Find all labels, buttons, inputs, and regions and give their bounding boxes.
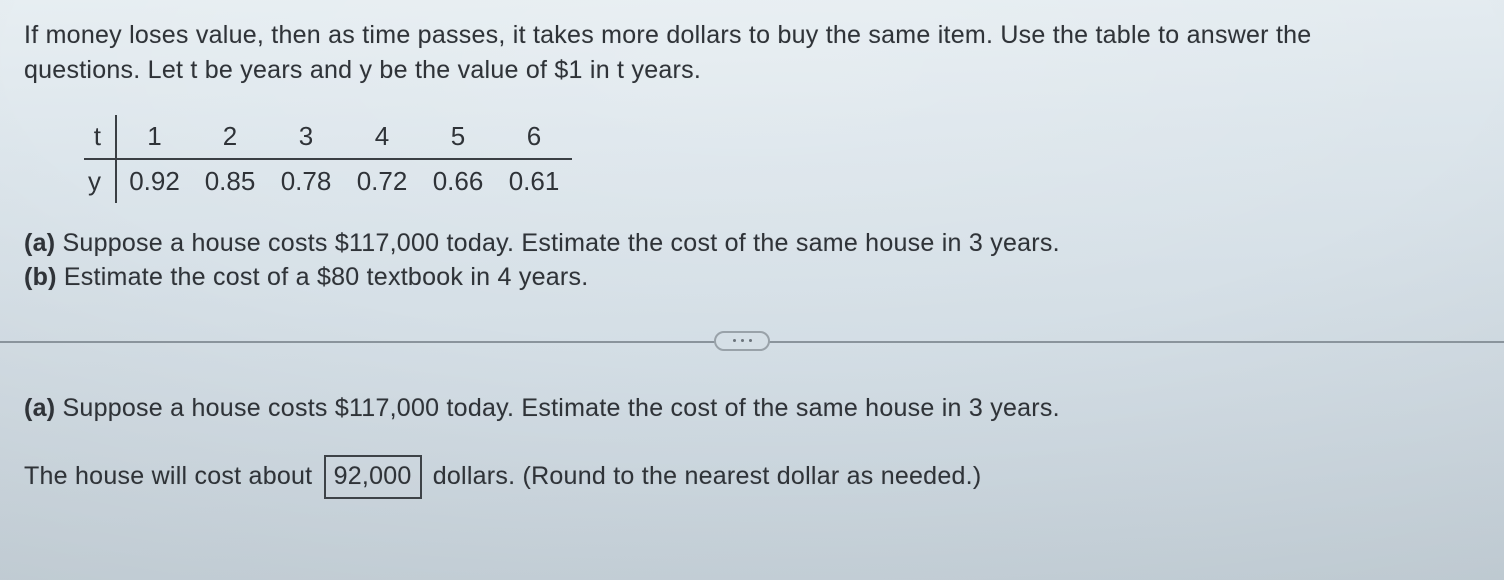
intro-line-2: questions. Let t be years and y be the v…	[24, 56, 701, 84]
y-cell: 0.72	[344, 159, 420, 203]
ellipsis-icon	[749, 339, 752, 342]
y-cell: 0.66	[420, 159, 496, 203]
answer-pre-text: The house will cost about	[24, 462, 320, 490]
t-cell: 2	[192, 115, 268, 159]
question-b: (b) Estimate the cost of a $80 textbook …	[24, 261, 1480, 295]
row-header-t: t	[84, 115, 116, 159]
answer-prompt-text: Suppose a house costs $117,000 today. Es…	[55, 394, 1060, 422]
intro-line-1: If money loses value, then as time passe…	[24, 21, 1311, 49]
question-list: (a) Suppose a house costs $117,000 today…	[24, 227, 1480, 295]
question-b-label: (b)	[24, 263, 57, 291]
t-cell: 5	[420, 115, 496, 159]
value-table-wrap: t 1 2 3 4 5 6 y 0.92 0.85 0.78 0.72 0.66…	[84, 115, 1480, 203]
t-cell: 3	[268, 115, 344, 159]
ellipsis-icon	[733, 339, 736, 342]
answer-input[interactable]: 92,000	[324, 455, 422, 499]
question-b-text: Estimate the cost of a $80 textbook in 4…	[57, 263, 589, 291]
table-row: y 0.92 0.85 0.78 0.72 0.66 0.61	[84, 159, 572, 203]
y-cell: 0.85	[192, 159, 268, 203]
section-divider	[24, 331, 1480, 353]
value-table: t 1 2 3 4 5 6 y 0.92 0.85 0.78 0.72 0.66…	[84, 115, 572, 203]
y-cell: 0.78	[268, 159, 344, 203]
t-cell: 4	[344, 115, 420, 159]
t-cell: 1	[116, 115, 192, 159]
question-a-label: (a)	[24, 229, 55, 257]
t-cell: 6	[496, 115, 572, 159]
answer-sentence: The house will cost about 92,000 dollars…	[24, 455, 1480, 499]
table-row: t 1 2 3 4 5 6	[84, 115, 572, 159]
problem-intro: If money loses value, then as time passe…	[24, 18, 1480, 87]
answer-section: (a) Suppose a house costs $117,000 today…	[24, 391, 1480, 499]
question-a-text: Suppose a house costs $117,000 today. Es…	[55, 229, 1060, 257]
expand-button[interactable]	[714, 331, 770, 351]
ellipsis-icon	[741, 339, 744, 342]
y-cell: 0.92	[116, 159, 192, 203]
row-header-y: y	[84, 159, 116, 203]
answer-post-text: dollars. (Round to the nearest dollar as…	[426, 462, 982, 490]
question-a: (a) Suppose a house costs $117,000 today…	[24, 227, 1480, 261]
answer-prompt: (a) Suppose a house costs $117,000 today…	[24, 391, 1480, 426]
answer-prompt-label: (a)	[24, 394, 55, 422]
y-cell: 0.61	[496, 159, 572, 203]
